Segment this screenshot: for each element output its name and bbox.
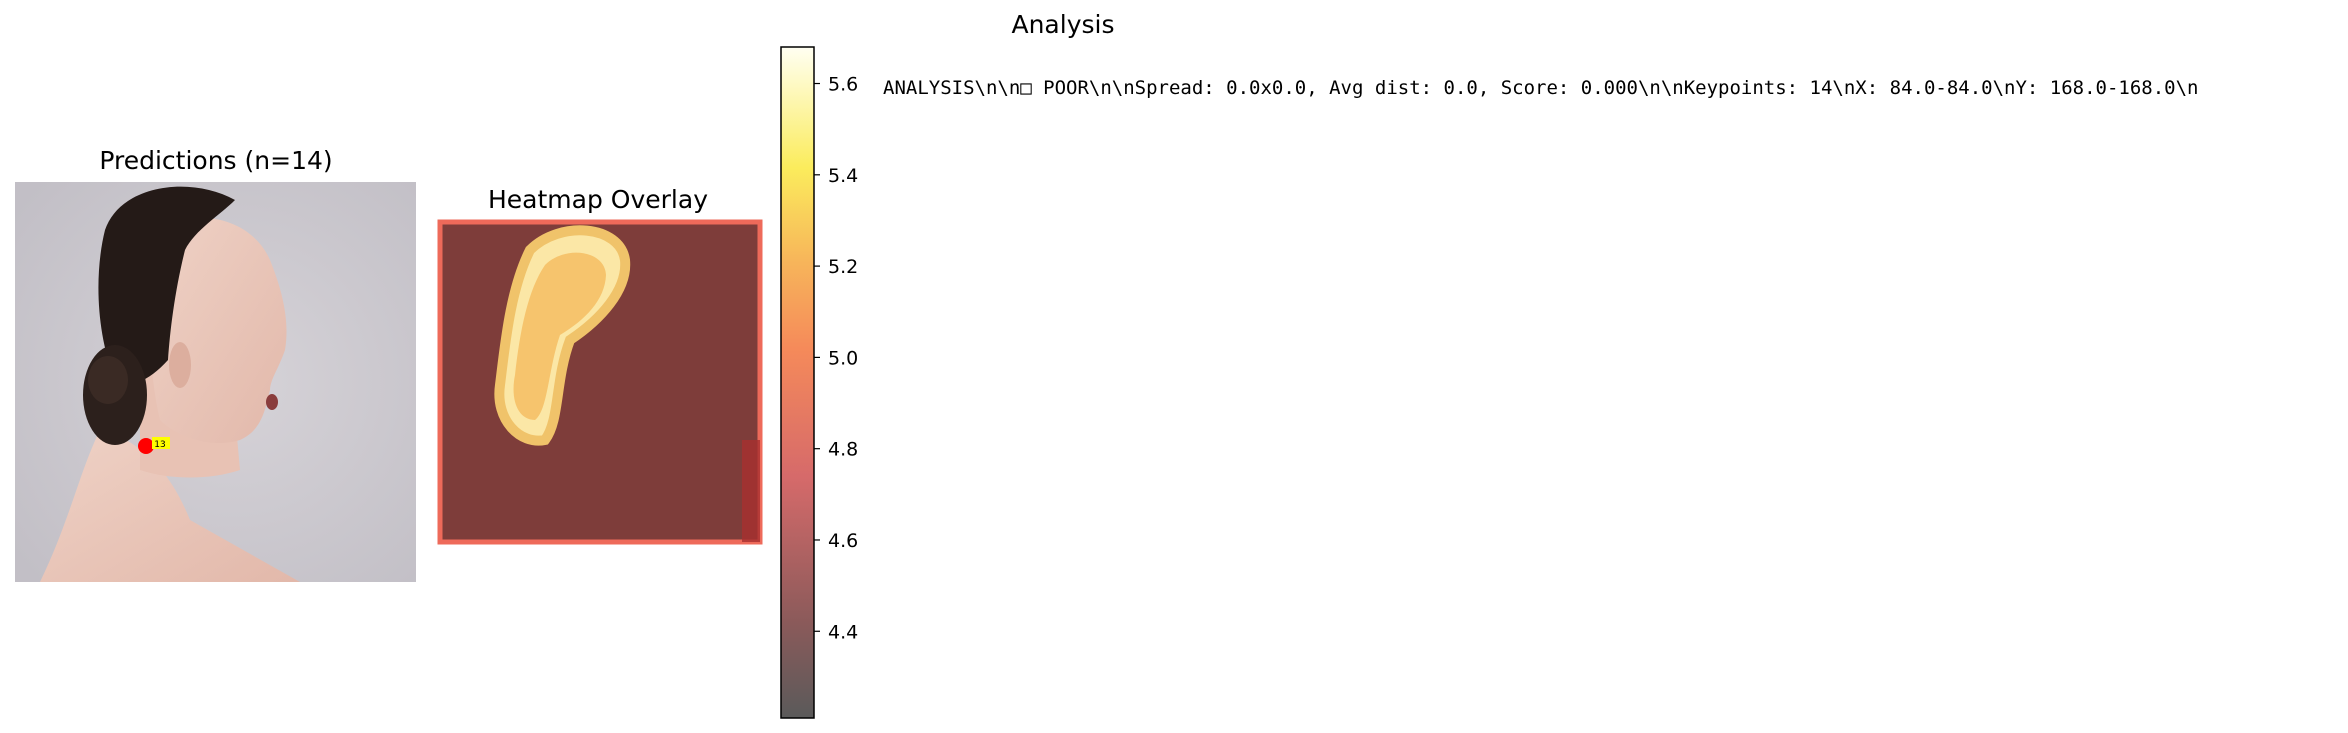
colorbar: 4.4 4.6 4.8 5.0 5.2 5.4 5.6: [780, 46, 858, 719]
colorbar-tick-label: 5.0: [828, 347, 858, 369]
colorbar-tick-label: 4.6: [828, 530, 858, 552]
predictions-image: [15, 182, 416, 582]
keypoints: 13: [138, 437, 170, 454]
heatmap-image: [437, 219, 763, 545]
heatmap-title: Heatmap Overlay: [488, 185, 708, 214]
keypoint-marker-primary: [138, 438, 154, 454]
keypoint-label: 13: [154, 440, 165, 450]
colorbar-tick-label: 5.4: [828, 165, 858, 187]
colorbar-tick-label: 4.8: [828, 439, 858, 461]
colorbar-ticks: 4.4 4.6 4.8 5.0 5.2 5.4 5.6: [814, 74, 858, 643]
analysis-title: Analysis: [1011, 10, 1114, 39]
predictions-title: Predictions (n=14): [99, 146, 332, 175]
colorbar-tick-label: 4.4: [828, 621, 858, 643]
colorbar-tick-label: 5.6: [828, 74, 858, 96]
colorbar-tick-label: 5.2: [828, 256, 858, 278]
keypoint-marker-cluster: [152, 437, 170, 449]
colorbar-bar: [780, 46, 815, 719]
analysis-text: ANALYSIS\n\n□ POOR\n\nSpread: 0.0x0.0, A…: [883, 77, 2198, 99]
